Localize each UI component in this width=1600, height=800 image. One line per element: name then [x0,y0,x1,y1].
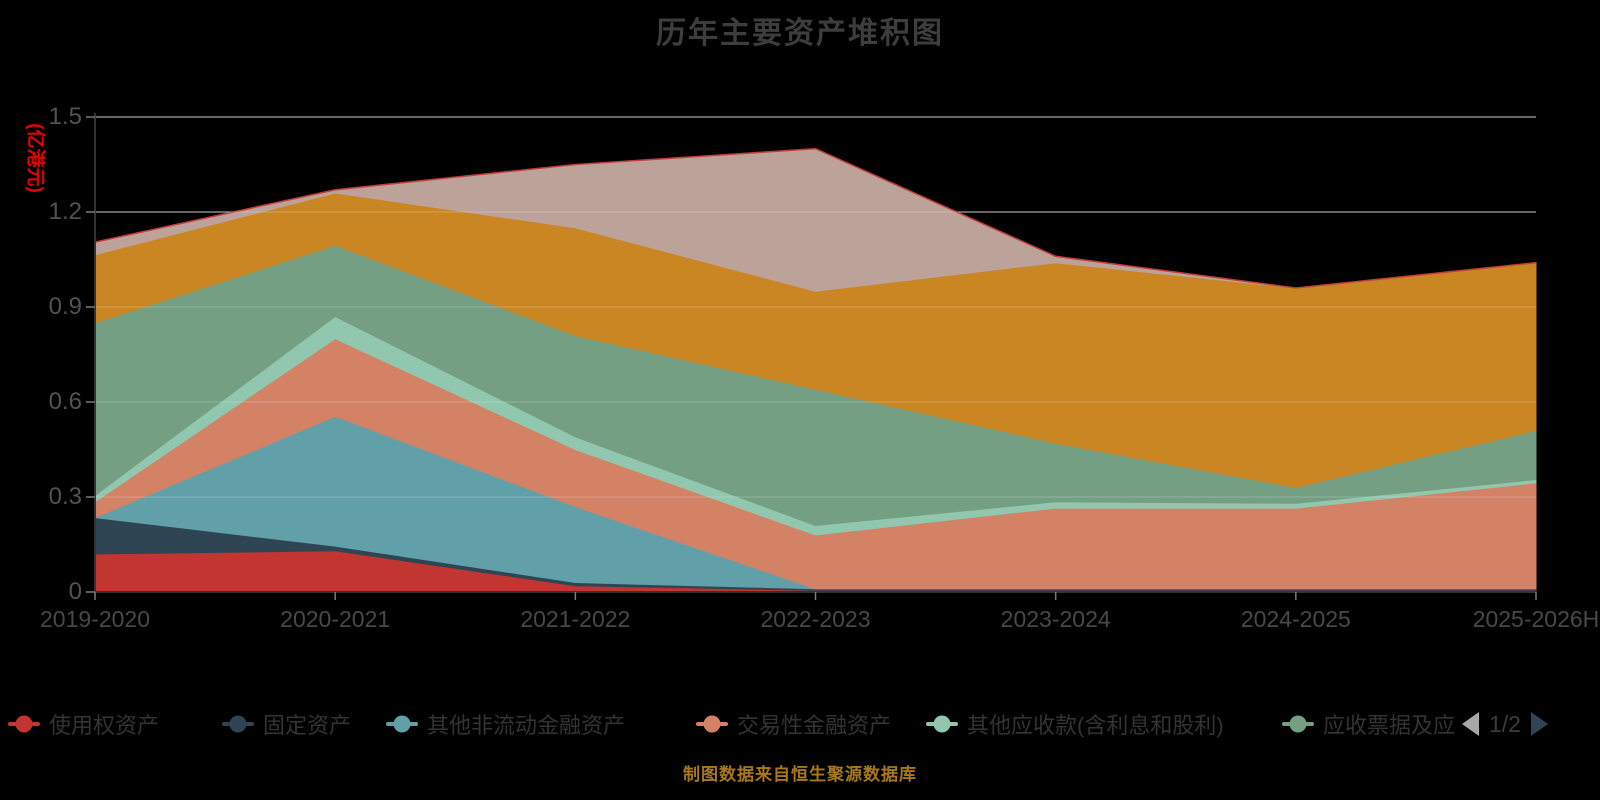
y-axis-label: 0 [68,578,82,605]
legend-line-circle-icon [926,715,958,733]
legend-dot-icon [393,715,411,733]
legend-line-circle-icon [1282,715,1314,733]
legend-item-label: 使用权资产 [49,713,160,738]
legend-line-circle-icon [386,715,418,733]
legend-dot-icon [933,715,951,733]
legend-item-label: 固定资产 [263,713,352,738]
legend-dot-icon [15,715,33,733]
legend-item-label: 其他应收款(含利息和股利) [967,713,1224,738]
legend-prev-page-icon[interactable] [1462,712,1479,736]
legend: 1/2 使用权资产 固定资产 其他非流动金融资产 交易性金融资产 其他应收款(含利息和股… [0,703,1600,745]
legend-item-4[interactable]: 交易性金融资产 [696,703,891,745]
legend-line-circle-icon [8,715,40,733]
legend-item-6[interactable]: 应收票据及应 [1282,703,1455,745]
stack-total-line [94,147,1537,289]
y-axis-label: 0.9 [48,293,82,320]
y-axis-label: 1.5 [48,103,82,130]
x-axis-label: 2022-2023 [760,606,871,632]
x-axis-label: 2023-2024 [1000,606,1111,632]
legend-dot-icon [1289,715,1307,733]
legend-dot-icon [703,715,721,733]
legend-item-label: 交易性金融资产 [737,713,892,738]
legend-item-5[interactable]: 其他应收款(含利息和股利) [926,703,1224,745]
legend-item-label: 应收票据及应 [1323,713,1456,738]
x-axis-label: 2020-2021 [280,606,391,632]
legend-next-page-icon[interactable] [1530,712,1548,736]
legend-page-indicator: 1/2 [1489,710,1521,737]
x-axis-label: 2025-2026H [1472,606,1600,632]
y-axis-label: 1.2 [48,198,82,225]
x-axis-label: 2024-2025 [1240,606,1351,632]
x-axis-label: 2019-2020 [40,606,150,632]
legend-pager: 1/2 [1462,703,1548,745]
legend-item-3[interactable]: 其他非流动金融资产 [386,703,625,745]
legend-line-circle-icon [222,715,254,733]
chart-title: 历年主要资产堆积图 [656,17,944,50]
y-axis-label: 0.6 [48,388,82,415]
legend-item-label: 其他非流动金融资产 [427,713,626,738]
data-source-note: 制图数据来自恒生聚源数据库 [683,765,917,784]
x-axis-label: 2021-2022 [520,606,631,632]
legend-item-1[interactable]: 使用权资产 [8,703,159,745]
legend-dot-icon [229,715,247,733]
legend-item-2[interactable]: 固定资产 [222,703,351,745]
legend-line-circle-icon [696,715,728,733]
y-axis-label: 0.3 [48,483,82,510]
